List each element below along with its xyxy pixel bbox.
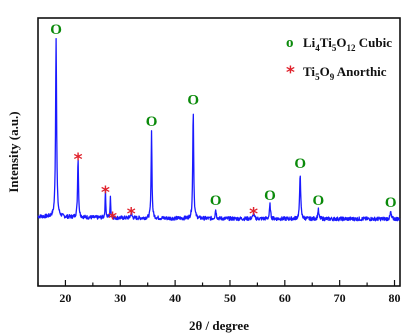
anorthic-peak-marker: * <box>101 183 110 203</box>
anorthic-peak-marker: * <box>249 204 258 224</box>
anorthic-peak-marker: * <box>74 150 83 170</box>
x-axis-title: 2θ / degree <box>189 318 249 333</box>
legend-marker-cubic: o <box>286 35 294 51</box>
x-tick-label: 40 <box>169 291 181 305</box>
cubic-peak-marker: O <box>264 188 276 204</box>
legend-marker-anorthic: * <box>286 63 295 83</box>
legend: o Li4Ti5O12 Cubic * Ti5O9 Anorthic <box>286 35 392 83</box>
cubic-peak-marker: O <box>50 22 62 38</box>
anorthic-peak-marker: * <box>108 209 117 229</box>
legend-label-anorthic: Ti5O9 Anorthic <box>303 64 387 82</box>
cubic-peak-marker: O <box>312 193 324 209</box>
plot-frame <box>37 17 401 287</box>
anorthic-peak-marker: * <box>127 204 136 224</box>
series-line <box>37 38 401 222</box>
legend-label-cubic: Li4Ti5O12 Cubic <box>303 35 392 53</box>
y-axis-title: Intensity (a.u.) <box>6 111 21 192</box>
x-tick-label: 30 <box>114 291 126 305</box>
cubic-peak-marker: O <box>146 114 158 130</box>
peak-markers: O * * * * O O O * O O O O <box>50 22 396 229</box>
x-tick-label: 80 <box>389 291 401 305</box>
x-tick-label: 50 <box>224 291 236 305</box>
x-tick-label: 20 <box>59 291 71 305</box>
cubic-peak-marker: O <box>187 93 199 109</box>
x-axis-tick-labels: 20 30 40 50 60 70 80 <box>59 291 400 305</box>
cubic-peak-marker: O <box>385 195 397 211</box>
cubic-peak-marker: O <box>294 156 306 172</box>
x-axis-ticks <box>37 280 396 286</box>
cubic-peak-marker: O <box>210 193 222 209</box>
x-tick-label: 70 <box>334 291 346 305</box>
x-tick-label: 60 <box>279 291 291 305</box>
